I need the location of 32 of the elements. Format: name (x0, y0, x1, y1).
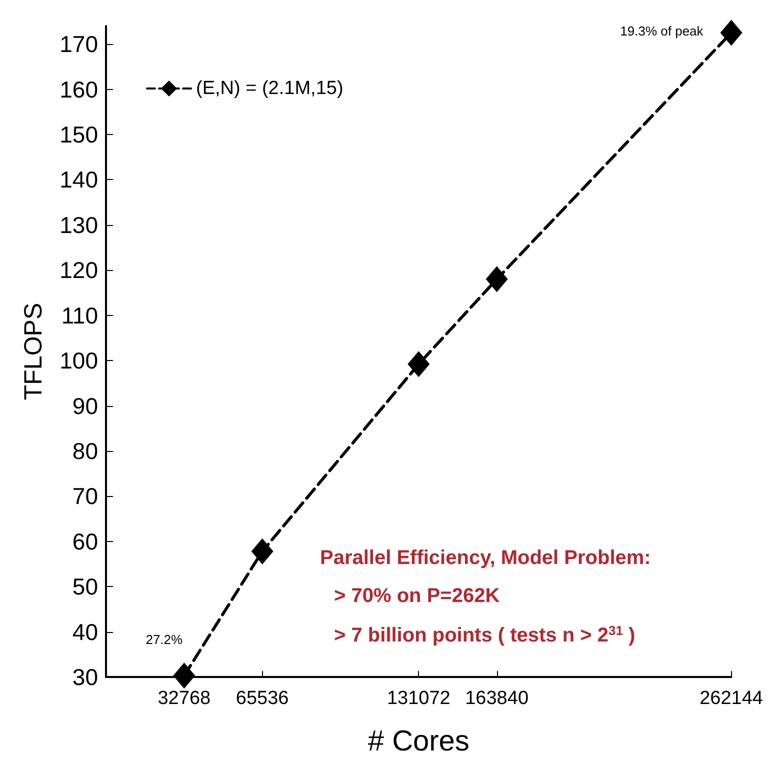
point (720, 20, 742, 46)
point (486, 266, 508, 292)
y-tick-label: 160 (60, 76, 98, 102)
x-tick-label: 131072 (386, 688, 450, 709)
y-tick-label: 120 (60, 257, 98, 284)
y-tick-label: 170 (60, 31, 98, 58)
annotation: > 70% on P=262K (334, 585, 500, 607)
y-tick-label: 50 (72, 574, 98, 600)
annotation: 19.3% of peak (620, 23, 704, 38)
y-tick-label: 110 (61, 302, 98, 328)
x-axis-title: # Cores (368, 726, 470, 758)
y-tick-label: 60 (72, 528, 98, 554)
point (251, 538, 274, 564)
x-tick-label: 32768 (158, 688, 211, 709)
y-tick-label: 100 (60, 348, 98, 374)
y-axis-title: TFLOPS (20, 302, 48, 400)
y-tick-label: 150 (60, 122, 98, 148)
x-tick-label: 65536 (236, 688, 289, 709)
y-tick-label: 40 (72, 618, 98, 645)
x-tick-label: 163840 (465, 688, 529, 709)
y-tick-label: 80 (72, 438, 98, 464)
y-tick-label: 130 (60, 212, 98, 238)
y-tick-label: 90 (72, 392, 98, 419)
y-tick-label: 70 (72, 483, 98, 510)
annotation: Parallel Efficiency, Model Problem: (320, 547, 651, 569)
point (408, 351, 430, 378)
point (173, 662, 196, 689)
y-tick-label: 30 (72, 664, 98, 690)
legend-label: (E,N) = (2.1M,15) (196, 78, 344, 99)
annotation: 27.2% (146, 632, 184, 648)
y-tick-label: 140 (60, 166, 98, 193)
x-tick-label: 262144 (700, 688, 764, 709)
